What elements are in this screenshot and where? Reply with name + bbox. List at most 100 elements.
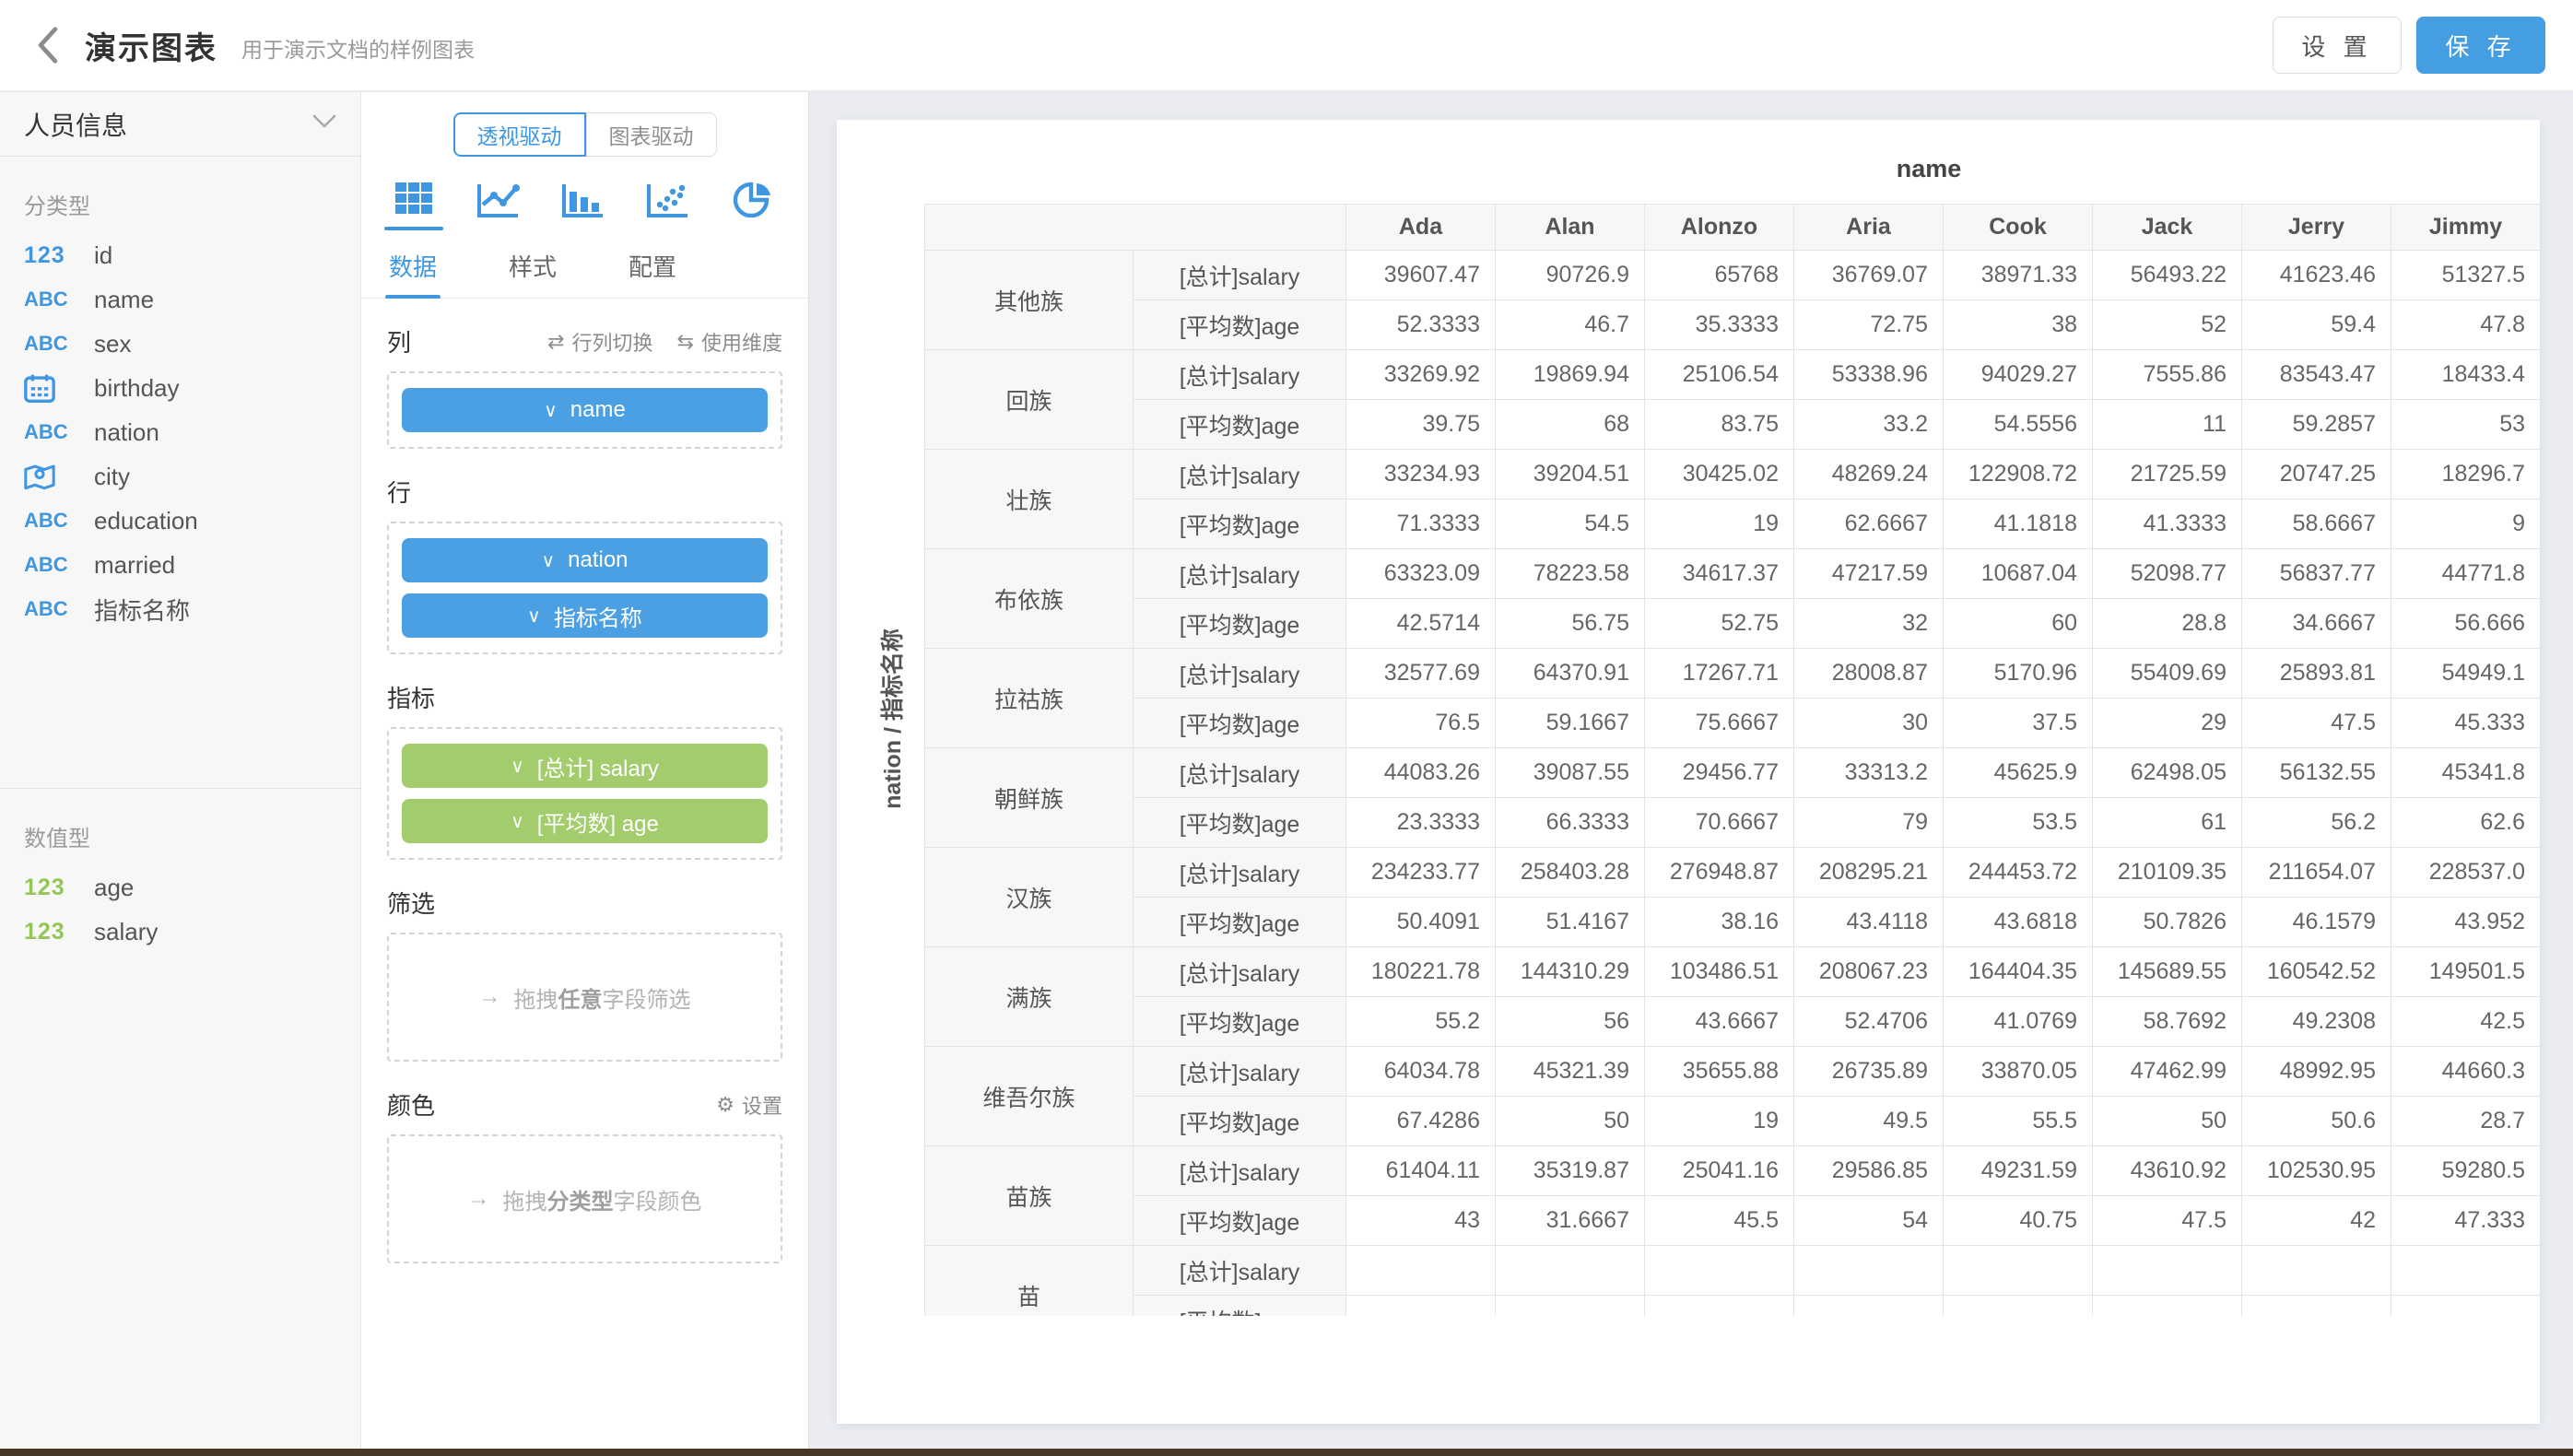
mode-option-chart[interactable]: 图表驱动 [585,112,717,157]
value-cell: 52098.77 [2092,548,2242,599]
field-item-married[interactable]: ABC married [0,543,360,587]
scatter-chart-icon[interactable] [638,181,699,230]
metric-label: [总计]salary [1133,946,1346,997]
value-cell: 53 [2391,399,2540,450]
color-drop-zone[interactable]: → 拖拽分类型字段颜色 [387,1134,782,1263]
back-button[interactable] [28,25,68,65]
rows-section-header: 行 [387,475,782,509]
config-body: 列 ⇄ 行列切换 ⇆ 使用维度 ∨ name 行 ∨ nation ∨ 指标名称 [361,324,808,1263]
settings-button[interactable]: 设 置 [2273,17,2402,74]
field-item-salary[interactable]: 123 salary [0,910,360,954]
field-item-id[interactable]: 123 id [0,233,360,277]
value-cell: 19 [1644,499,1794,549]
value-cell: 61 [2092,797,2242,848]
table-chart-icon[interactable] [383,181,444,230]
color-settings-link[interactable]: ⚙ 设置 [716,1092,782,1118]
bar-chart-icon[interactable] [553,181,614,230]
value-cell: 79 [1793,797,1944,848]
field-name: age [94,873,135,901]
canvas-area: name nation / 指标名称 Ada Alan Alonzo Aria Cook… [809,92,2573,1449]
value-cell: 43.6667 [1644,996,1794,1047]
value-cell: 52.75 [1644,598,1794,649]
row-pill-nation[interactable]: ∨ nation [402,538,768,582]
column-pill-name[interactable]: ∨ name [402,388,768,432]
field-item-birthday[interactable]: birthday [0,366,360,410]
value-cell: 26735.89 [1793,1046,1944,1097]
chart-panel: name nation / 指标名称 Ada Alan Alonzo Aria Cook… [837,120,2540,1424]
value-cell: 62.6 [2391,797,2540,848]
arrow-right-icon: → [467,1186,490,1211]
pivot-table: Ada Alan Alonzo Aria Cook Jack Jerry Jimmy 其他族 [总… [924,204,2540,1316]
save-button[interactable]: 保 存 [2416,17,2545,74]
value-cell: 5170.96 [1943,648,2093,699]
value-cell: 62498.05 [2092,747,2242,798]
field-item-education[interactable]: ABC education [0,499,360,543]
field-item-city[interactable]: city [0,454,360,499]
field-item-sex[interactable]: ABC sex [0,322,360,366]
value-cell: 52.4706 [1793,996,1944,1047]
value-cell: 64370.91 [1495,648,1645,699]
field-item-nation[interactable]: ABC nation [0,410,360,454]
value-cell: 23.3333 [1345,797,1496,848]
value-cell: 54949.1 [2391,648,2540,699]
body-layout: 人员信息 分类型 123 id ABC name ABC sex birthday ABC nat… [0,92,2573,1449]
row-pill-指标名称[interactable]: ∨ 指标名称 [402,593,768,638]
swap-icon: ⇄ [547,329,565,353]
value-cell: 7555.86 [2092,349,2242,400]
value-cell: 234233.77 [1345,847,1496,898]
config-tab-2[interactable]: 配置 [629,253,677,281]
use-dimension-link[interactable]: ⇆ 使用维度 [676,329,782,355]
mode-option-pivot[interactable]: 透视驱动 [452,112,586,157]
value-cell: 10687.04 [1943,548,2093,599]
field-item-指标名称[interactable]: ABC 指标名称 [0,587,360,631]
swap-rows-columns-link[interactable]: ⇄ 行列切换 [547,329,653,355]
table-row: [平均数]age 23.3333 66.3333 70.6667 79 53.5 61 56.… [925,797,2540,848]
value-cell: 149501.5 [2391,946,2540,997]
dataset-selector[interactable]: 人员信息 [0,92,360,157]
value-cell: 58.7692 [2092,996,2242,1047]
value-cell: 208295.21 [1793,847,1944,898]
value-cell: 160542.52 [2241,946,2391,997]
value-cell: 102530.95 [2241,1145,2391,1196]
value-cell: 45341.8 [2391,747,2540,798]
value-cell: 47462.99 [2092,1046,2242,1097]
value-cell: 43 [1345,1195,1496,1246]
chevron-down-icon: ∨ [527,605,541,627]
value-cell: 38.16 [1644,897,1794,947]
field-item-age[interactable]: 123 age [0,865,360,910]
line-chart-icon[interactable] [468,181,529,230]
dataset-name: 人员信息 [24,111,128,140]
filter-drop-zone[interactable]: → 拖拽任意字段筛选 [387,933,782,1062]
measure-pill-平均数age[interactable]: ∨ [平均数] age [402,799,768,843]
rows-drop-zone[interactable]: ∨ nation ∨ 指标名称 [387,522,782,654]
value-cell: 42.5 [2391,996,2540,1047]
value-cell [2092,1295,2242,1316]
measures-drop-zone[interactable]: ∨ [总计] salary ∨ [平均数] age [387,727,782,860]
map-pin-icon [24,464,55,490]
row-header-维吾尔族: 维吾尔族 [924,1046,1134,1146]
field-name: nation [94,417,159,446]
pie-chart-icon[interactable] [723,181,783,230]
field-name: 指标名称 [94,596,191,625]
value-cell: 49231.59 [1943,1145,2093,1196]
metric-label: [平均数]age [1133,1096,1346,1146]
arrow-right-icon: → [478,984,501,1009]
value-cell: 48269.24 [1793,449,1944,499]
columns-drop-zone[interactable]: ∨ name [387,371,782,449]
config-tab-1[interactable]: 样式 [509,253,558,281]
field-item-name[interactable]: ABC name [0,277,360,322]
config-tab-0[interactable]: 数据 [384,236,441,299]
sidebar-divider [0,788,360,789]
map-field-icon [24,462,83,491]
field-section-label: 数值型 [24,827,90,851]
value-cell: 34.6667 [2241,598,2391,649]
mode-toggle: 透视驱动 图表驱动 [361,112,808,157]
value-cell: 32577.69 [1345,648,1496,699]
table-row: 苗族 [总计]salary 61404.11 35319.87 25041.16 2958… [924,1145,2540,1246]
table-row: 朝鲜族 [总计]salary 44083.26 39087.55 29456.77 333… [924,747,2540,848]
value-cell: 228537.0 [2391,847,2540,898]
value-cell: 56493.22 [2092,250,2242,300]
value-cell: 47217.59 [1793,548,1944,599]
value-cell: 18296.7 [2391,449,2540,499]
measure-pill-总计salary[interactable]: ∨ [总计] salary [402,744,768,788]
